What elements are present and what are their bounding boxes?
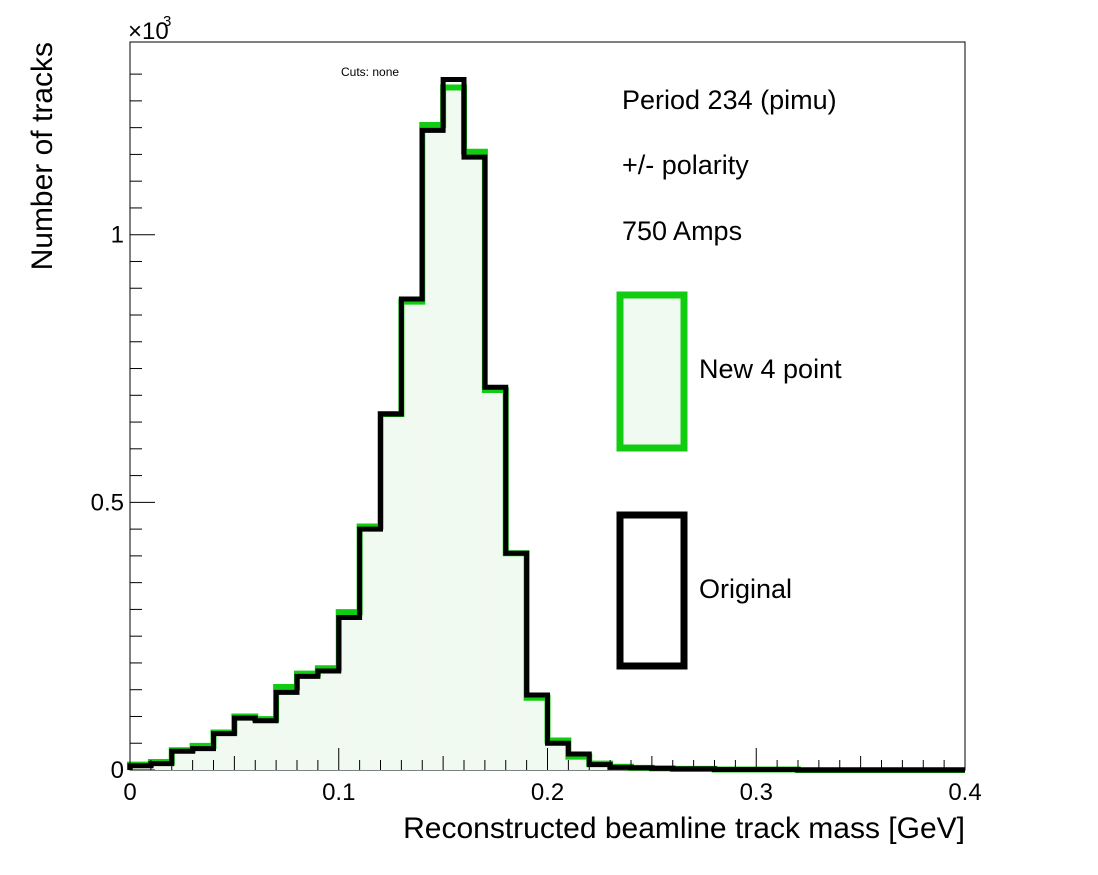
- histogram-fill-bin: [380, 414, 402, 770]
- annotation-period: Period 234 (pimu): [622, 85, 837, 115]
- histogram-fill-bin: [505, 553, 527, 770]
- histogram-fill-bin: [547, 740, 569, 770]
- series-line-new-4-point: [127, 84, 965, 773]
- y-tick-label: 1: [111, 222, 124, 249]
- y-tick-label: 0.5: [91, 489, 124, 516]
- histogram-fill-bin: [422, 124, 444, 771]
- y-tick-label: 0: [111, 757, 124, 784]
- histogram-fill-bin: [171, 750, 193, 770]
- histogram-layer: [127, 76, 965, 773]
- x-axis-title: Reconstructed beamline track mass [GeV]: [403, 812, 965, 845]
- annotation-current: 750 Amps: [622, 216, 742, 246]
- histogram-fill-bin: [338, 612, 360, 770]
- y-multiplier-exponent: 3: [163, 13, 171, 30]
- annotation-polarity: +/- polarity: [622, 150, 749, 180]
- legend-swatch-new-4-point: [616, 291, 688, 452]
- histogram-fill-bin: [192, 745, 214, 770]
- x-tick-label: 0.4: [948, 779, 981, 806]
- y-axis-title: Number of tracks: [26, 42, 59, 270]
- x-tick-label: 0.3: [740, 779, 773, 806]
- histogram-fill-bin: [317, 668, 339, 770]
- histogram-fill-bin: [526, 697, 548, 770]
- histogram-fill-bin: [484, 389, 506, 770]
- histogram-fill-bin: [255, 719, 277, 770]
- legend-label-original: Original: [699, 574, 792, 604]
- x-axis-ticks: 0 0.1 0.2 0.3 0.4: [123, 748, 982, 806]
- series-line-original: [127, 76, 965, 773]
- histogram-fill-bin: [234, 716, 256, 770]
- x-tick-label: 0.2: [531, 779, 564, 806]
- legend-swatch-original: [616, 511, 688, 670]
- histogram-fill-bin: [213, 732, 235, 770]
- plot-frame: [129, 41, 966, 771]
- x-tick-label: 0: [123, 779, 136, 806]
- y-multiplier-label: ×10: [128, 18, 169, 45]
- histogram-fill-bin: [297, 673, 318, 770]
- legend-label-new-4-point: New 4 point: [699, 354, 842, 384]
- histogram-fill-bin: [464, 151, 485, 770]
- histogram-fill-bin: [359, 526, 381, 770]
- x-tick-label: 0.1: [322, 779, 355, 806]
- histogram-fill-bin: [568, 756, 590, 770]
- histogram-fill-bin: [276, 687, 297, 770]
- histogram-fill-bin: [443, 87, 464, 770]
- y-axis-ticks: 00.51: [91, 73, 155, 784]
- cuts-label: Cuts: none: [341, 65, 399, 79]
- histogram-fill-bin: [401, 301, 423, 770]
